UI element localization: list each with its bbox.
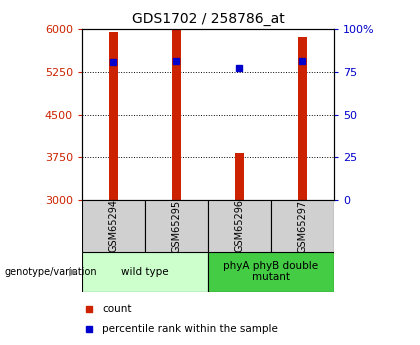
Text: GSM65294: GSM65294 (108, 199, 118, 253)
Text: GSM65296: GSM65296 (234, 199, 244, 253)
Bar (82, 252, 208, 292)
Text: wild type: wild type (121, 267, 169, 277)
Bar (82, 200, 145, 252)
Bar (145, 200, 208, 252)
Text: percentile rank within the sample: percentile rank within the sample (102, 324, 278, 334)
Title: GDS1702 / 258786_at: GDS1702 / 258786_at (131, 11, 284, 26)
Bar (208, 252, 334, 292)
Text: ▶: ▶ (69, 267, 78, 277)
Text: GSM65297: GSM65297 (297, 199, 307, 253)
Bar (235, 154, 244, 200)
Text: count: count (102, 304, 131, 314)
Bar (298, 37, 307, 200)
Bar (271, 200, 334, 252)
Bar (109, 32, 118, 200)
Text: GSM65295: GSM65295 (171, 199, 181, 253)
Bar (208, 200, 271, 252)
Text: phyA phyB double
mutant: phyA phyB double mutant (223, 261, 318, 283)
Bar (172, 29, 181, 200)
Text: genotype/variation: genotype/variation (4, 267, 97, 277)
